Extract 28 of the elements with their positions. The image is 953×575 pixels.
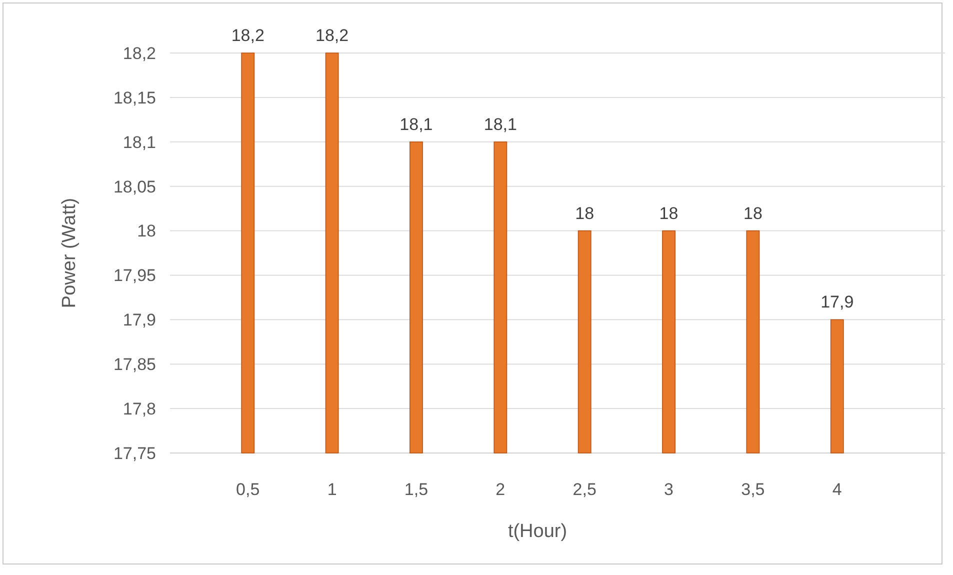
data-label: 18,2 [231,26,264,45]
x-tick-label: 3 [664,480,674,499]
x-tick-label: 2 [496,480,506,499]
y-tick-label: 17,8 [122,400,156,419]
y-tick-label: 18,15 [113,88,156,108]
x-tick-label: 3,5 [741,480,765,499]
x-axis-title: t(Hour) [508,521,568,542]
y-tick-label: 18 [137,222,156,241]
y-tick-label: 18,05 [113,177,156,196]
y-tick-label: 17,9 [122,310,156,330]
data-label: 18,1 [484,114,517,134]
y-tick-label: 17,95 [113,266,156,286]
y-tick-label: 18,1 [122,132,156,152]
data-label: 18 [659,204,678,223]
y-tick-label: 18,2 [122,44,156,63]
data-label: 18 [575,204,594,223]
data-label: 17,9 [820,292,854,312]
x-tick-label: 0,5 [236,480,260,499]
x-tick-label: 2,5 [572,480,596,499]
data-label: 18 [743,204,762,223]
x-tick-label: 1,5 [404,480,428,499]
y-tick-label: 17,75 [113,444,156,463]
x-tick-label: 4 [832,480,842,499]
y-tick-label: 17,85 [113,355,156,374]
data-label: 18,2 [316,26,349,45]
y-axis-title: Power (Watt) [59,198,80,308]
x-tick-label: 1 [327,480,337,499]
data-label: 18,1 [400,114,433,134]
